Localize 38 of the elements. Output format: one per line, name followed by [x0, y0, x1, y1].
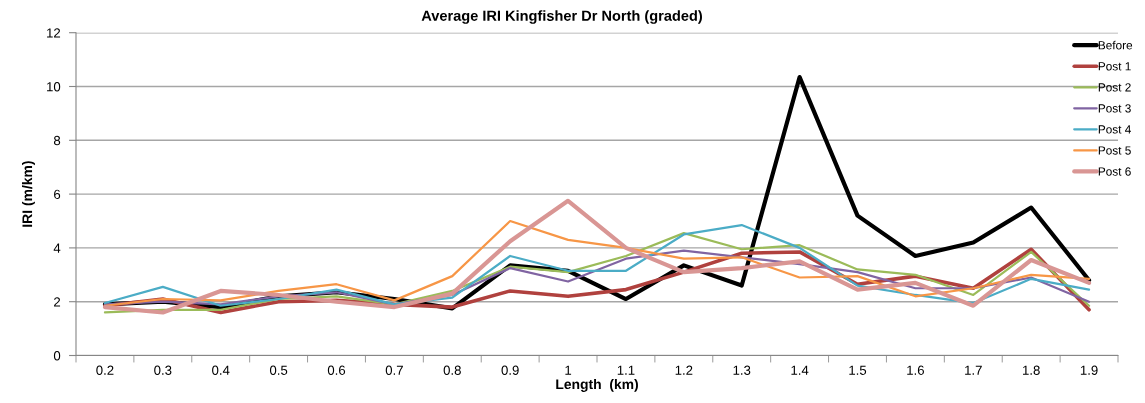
legend-label: Post 2	[1098, 83, 1131, 92]
x-tick-label: 0.2	[96, 365, 114, 375]
chart-title: Average IRI Kingfisher Dr North (graded)	[421, 10, 702, 24]
legend-label: Post 3	[1098, 104, 1131, 113]
x-tick-label: 1.8	[1023, 365, 1040, 375]
x-tick-label: 1.9	[1080, 365, 1098, 375]
y-axis-title: IRI (m/km)	[21, 161, 35, 227]
y-tick-label: 6	[54, 189, 61, 200]
y-tick-label: 8	[53, 135, 61, 146]
x-tick-label: 1.5	[849, 365, 867, 375]
x-tick-label: 0.8	[443, 365, 461, 375]
y-tick-label: 2	[54, 297, 61, 307]
legend-label: Post 4	[1098, 125, 1131, 134]
x-tick-label: 1.2	[675, 365, 693, 375]
x-tick-label: 0.6	[327, 365, 346, 375]
x-tick-label: 1	[565, 365, 572, 375]
y-tick-label: 10	[47, 82, 61, 92]
x-tick-label: 1.3	[733, 365, 751, 375]
x-tick-label: 1.7	[965, 365, 982, 375]
x-tick-label: 1.1	[617, 365, 635, 375]
x-tick-label: 0.3	[154, 365, 172, 375]
y-tick-label: 4	[53, 243, 61, 253]
line-series	[103, 231, 1091, 314]
x-tick-label: 0.7	[385, 365, 403, 375]
legend-label: Before	[1098, 40, 1133, 50]
x-tick-label: 1.4	[791, 365, 809, 375]
x-tick-label: 0.9	[501, 365, 519, 375]
line-series	[102, 198, 1092, 315]
legend-label: Post 1	[1098, 62, 1131, 71]
x-tick-label: 0.4	[212, 365, 230, 375]
x-tick-label: 0.5	[269, 365, 288, 375]
legend-label: Post 6	[1098, 167, 1131, 176]
x-axis-title: Length (km)	[556, 378, 638, 392]
y-tick-label: 0	[53, 351, 61, 361]
x-tick-label: 1.6	[907, 365, 924, 375]
legend-label: Post 5	[1098, 146, 1131, 155]
y-tick-label: 12	[47, 28, 61, 38]
line-series	[103, 249, 1091, 306]
